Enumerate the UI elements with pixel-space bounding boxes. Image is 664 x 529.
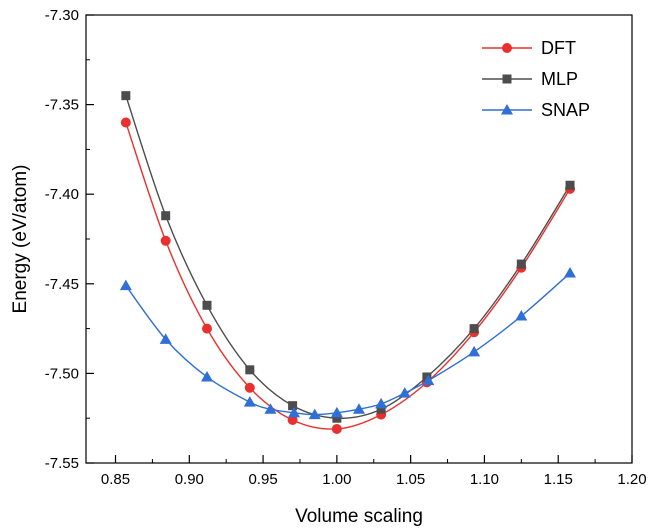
data-point-snap — [468, 345, 481, 357]
data-point-mlp — [376, 404, 386, 414]
x-axis-title: Volume scaling — [295, 506, 423, 527]
legend-marker-snap — [501, 104, 513, 115]
legend-label-mlp: MLP — [541, 69, 578, 89]
y-axis-title: Energy (eV/atom) — [10, 165, 31, 314]
data-point-snap — [422, 374, 435, 386]
data-point-snap — [288, 406, 301, 418]
y-tick-label: -7.35 — [45, 97, 79, 114]
data-point-snap — [201, 370, 214, 382]
data-point-mlp — [288, 401, 298, 411]
data-point-snap — [353, 403, 365, 414]
series-line-mlp — [125, 95, 571, 419]
y-tick-label: -7.55 — [45, 455, 79, 472]
data-point-dft — [331, 423, 342, 434]
data-point-snap — [159, 333, 172, 344]
data-point-mlp — [245, 365, 255, 375]
data-point-snap — [398, 387, 411, 398]
data-point-mlp — [121, 91, 131, 101]
legend-marker-dft — [502, 43, 512, 53]
data-point-mlp — [161, 211, 171, 221]
data-point-snap — [119, 279, 132, 291]
data-point-mlp — [469, 324, 479, 334]
data-point-dft — [202, 323, 213, 334]
x-tick-label: 0.95 — [248, 471, 277, 488]
data-point-mlp — [332, 413, 342, 423]
x-tick-label: 1.10 — [470, 471, 499, 488]
data-point-snap — [264, 403, 277, 414]
x-tick-label: 1.15 — [544, 471, 573, 488]
series-curves — [125, 95, 571, 430]
data-point-snap — [243, 396, 256, 407]
x-tick-label: 1.20 — [617, 471, 646, 488]
data-point-snap — [564, 267, 577, 278]
y-tick-label: -7.40 — [45, 186, 79, 203]
x-tick-label: 0.90 — [175, 471, 204, 488]
series-markers — [119, 91, 577, 434]
x-tick-label: 1.05 — [396, 471, 425, 488]
legend-label-dft: DFT — [541, 38, 576, 58]
data-point-dft — [120, 117, 131, 128]
legend-marker-mlp — [502, 74, 512, 84]
y-tick-label: -7.45 — [45, 276, 79, 293]
data-point-snap — [308, 408, 321, 420]
data-point-dft — [160, 235, 171, 246]
data-point-mlp — [202, 300, 212, 310]
data-point-mlp — [422, 372, 432, 382]
x-tick-label: 1.00 — [322, 471, 351, 488]
legend: DFT MLP SNAP — [482, 38, 590, 120]
data-point-dft — [287, 414, 298, 425]
axis-ticks: 0.85 0.90 0.95 1.00 1.05 1.10 1.15 1.20 -7.30 -7.… — [45, 7, 647, 488]
y-tick-label: -7.30 — [45, 7, 79, 24]
data-point-snap — [330, 406, 343, 418]
y-tick-label: -7.50 — [45, 365, 79, 382]
data-point-snap — [375, 397, 388, 409]
data-point-mlp — [565, 180, 575, 190]
data-point-dft — [244, 382, 255, 393]
data-point-mlp — [516, 259, 526, 269]
x-tick-label: 0.85 — [101, 471, 130, 488]
legend-label-snap: SNAP — [541, 100, 590, 120]
data-point-snap — [515, 310, 528, 321]
